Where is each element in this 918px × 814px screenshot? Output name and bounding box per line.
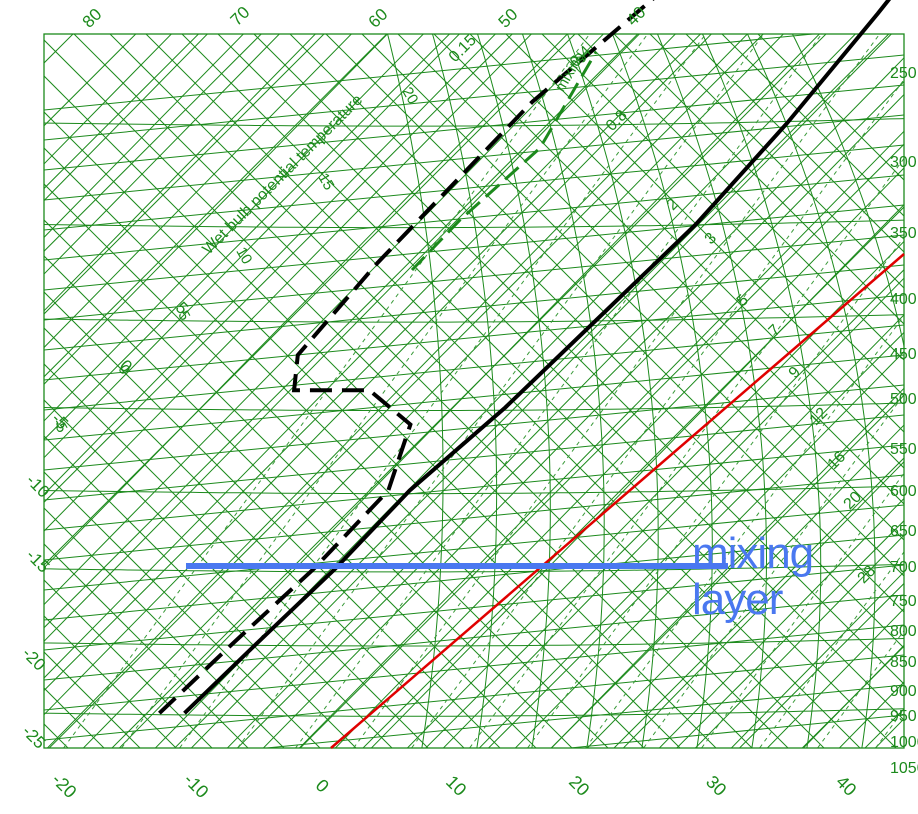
plot-frame [44,34,904,748]
saturated-adiabat-line [652,20,767,760]
mixing-ratio-tick-label: 0.15 [446,32,480,66]
pressure-tick-label: 350 [890,225,917,242]
mixing-layer-label-line2: layer [692,578,813,622]
pressure-tick-label: 550 [890,441,917,458]
dry-adiabat-line [0,20,352,780]
left-temperature-tick-label: -15 [22,546,53,577]
dry-adiabat-line [0,20,28,780]
pressure-tick-label: 1000 [890,734,918,751]
dry-adiabat-line [0,20,424,780]
mixing-ratio-line [330,20,890,780]
dry-adiabat-line [528,20,918,780]
dry-adiabat-line [0,20,496,780]
temperature-tick-label: 40 [832,772,860,800]
pressure-tick-label: 800 [890,623,917,640]
dry-adiabat-line [0,20,100,780]
upper-temperature-tick-label: 50 [495,5,522,32]
dry-adiabat-line [376,0,918,780]
pressure-tick-label: 700 [890,559,917,576]
pressure-tick-label: 250 [890,65,917,82]
dry-adiabat-line [0,0,764,780]
dry-adiabat-line [628,0,918,780]
temperature-tick-label: 10 [442,772,470,800]
dry-adiabat-line [0,20,316,780]
pressure-tick-label: 650 [890,523,917,540]
dry-adiabat-line [60,20,820,780]
dry-adiabat-line [0,20,568,780]
dry-adiabat-line [0,0,512,780]
upper-temperature-tick-label: 80 [79,5,106,32]
mixing-layer-label: mixing layer [692,532,813,622]
isotherm-line [853,20,918,760]
mixing-ratio-tick-label: 2 [664,196,682,214]
mixing-ratio-tick-label: 0.8 [603,107,631,135]
dry-adiabat-line [0,0,918,780]
dry-adiabat-line [16,0,918,780]
mixing-layer-label-line1: mixing [692,532,813,576]
pressure-tick-label: 850 [890,654,917,671]
dry-adiabat-line [492,20,918,780]
mixing-ratio-line [388,20,918,780]
pressure-tick-label: 950 [890,708,917,725]
temperature-tick-label: -10 [180,769,213,802]
isotherm-line [0,20,401,760]
wet-bulb-tick-label: 0 [114,362,133,378]
isobar-line [40,315,910,323]
isobar-line [40,9,910,17]
pressure-tick-label: 900 [890,683,917,700]
pressure-tick-label: 300 [890,154,917,171]
upper-temperature-tick-label: 40 [623,3,650,30]
dry-adiabat-line [420,20,918,780]
mixing-ratio-line [620,20,918,780]
isotherm-line [0,20,24,760]
wet-bulb-tick-label: 20 [398,84,421,107]
temperature-tick-label: 20 [565,772,593,800]
upper-temperature-tick-label: 70 [227,3,254,30]
label-layer: 2503003504004505005506006507007508008509… [18,3,918,802]
pressure-tick-label: 750 [890,593,917,610]
pressure-tick-label: 500 [890,391,917,408]
temperature-tick-label: 30 [702,772,730,800]
wet-bulb-tick-label: 15 [314,170,337,193]
red-isotherm-line [331,254,904,748]
temperature-tick-label: 0 [312,775,333,796]
pressure-tick-label: 400 [890,291,917,308]
dry-adiabat-line [0,0,918,780]
left-temperature-tick-label: -20 [18,644,49,675]
isobar-line [40,775,910,783]
dry-adiabat-line [0,20,748,780]
upper-temperature-tick-label: 60 [365,5,392,32]
pressure-tick-label: 600 [890,483,917,500]
profile-layer [159,0,918,748]
dry-adiabat-line [0,0,584,780]
temperature-tick-label: -20 [48,769,81,802]
isobar-line [40,403,910,411]
pressure-tick-label: 450 [890,346,917,363]
